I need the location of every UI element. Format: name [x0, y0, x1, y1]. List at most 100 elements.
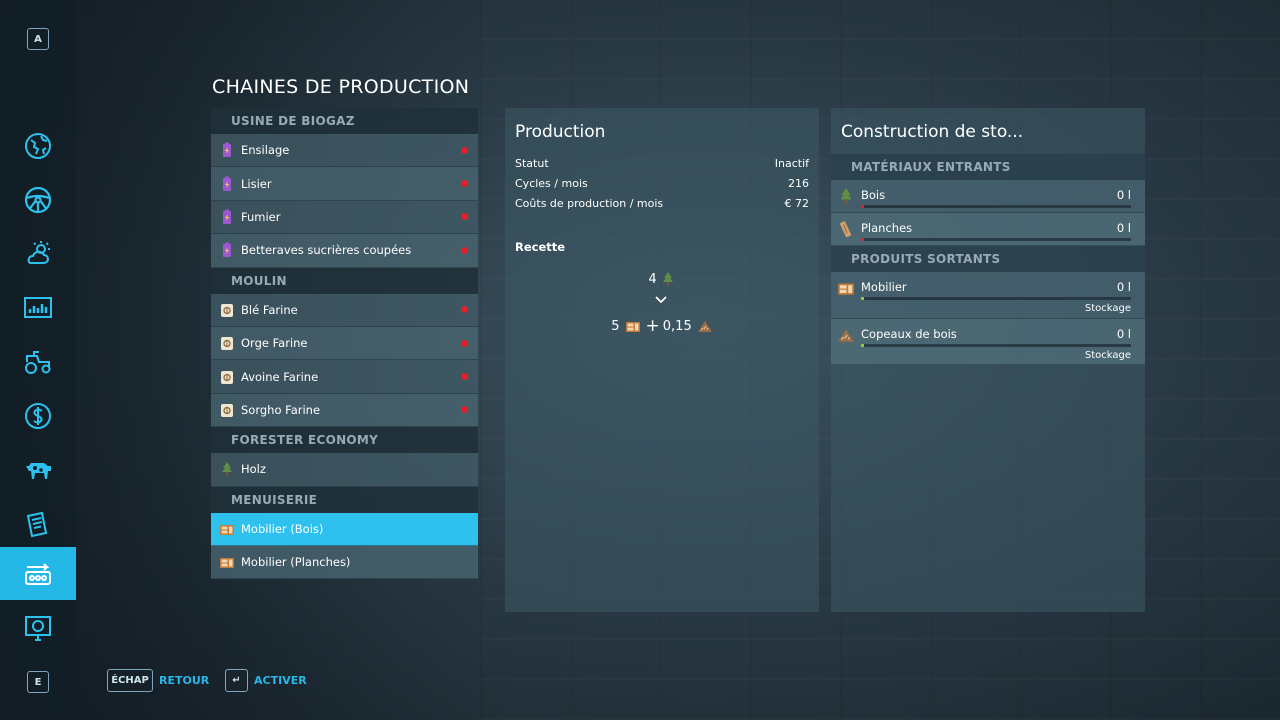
weather-icon	[27, 241, 50, 264]
stat-row-cycles: Cycles / mois 216	[505, 174, 819, 194]
flour-bag-icon	[221, 370, 233, 384]
input-amount: 0 l	[1116, 188, 1131, 202]
escape-key[interactable]: ÉCHAP	[107, 669, 153, 692]
production-title: Production	[515, 122, 606, 142]
inactive-status-dot	[461, 246, 468, 254]
enter-key[interactable]: ↵	[225, 669, 248, 692]
output-name: Mobilier	[861, 280, 907, 294]
fill-level-bar	[861, 205, 1131, 208]
output-mode[interactable]: Stockage	[1084, 303, 1131, 314]
inactive-status-dot	[461, 180, 468, 188]
activate-button[interactable]: ACTIVER	[254, 674, 307, 687]
inputs-header: MATÉRIAUX ENTRANTS	[831, 154, 1145, 180]
recipe-output-amount-chips: 0,15	[662, 318, 692, 334]
fill-level-bar	[861, 238, 1131, 241]
woodchips-icon	[697, 321, 712, 332]
input-item-bois: Bois 0 l	[831, 180, 1145, 213]
tractor-icon	[25, 351, 51, 374]
chain-item-fumier[interactable]: Fumier	[211, 200, 478, 235]
chain-item-label: Sorgho Farine	[241, 402, 321, 417]
group-header-forester: FORESTER ECONOMY	[211, 427, 478, 454]
prev-page-key[interactable]: A	[27, 28, 49, 50]
fill-level-bar	[861, 343, 1131, 347]
chain-item-holz[interactable]: Holz	[211, 453, 478, 487]
nav-finances-button[interactable]	[0, 389, 76, 443]
chain-item-label: Blé Farine	[241, 302, 298, 317]
chain-item-sorgho-farine[interactable]: Sorgho Farine	[211, 393, 478, 428]
fill-level-bar	[861, 297, 1131, 300]
nav-statistics-button[interactable]	[0, 281, 76, 335]
chain-item-ensilage[interactable]: Ensilage	[211, 134, 478, 168]
nav-map-button[interactable]	[0, 119, 76, 173]
stat-label: Coûts de production / mois	[515, 197, 664, 210]
statistics-icon	[24, 297, 52, 318]
nav-vehicles-button[interactable]	[0, 173, 76, 227]
stat-label: Statut	[515, 157, 549, 170]
nav-help-button[interactable]	[0, 600, 76, 654]
nav-garage-button[interactable]	[0, 335, 76, 389]
next-page-key[interactable]: E	[27, 671, 49, 693]
inactive-status-dot	[461, 306, 468, 314]
chain-item-label: Ensilage	[241, 143, 290, 158]
recipe-output: 5 + 0,15	[505, 316, 819, 336]
chain-item-label: Mobilier (Bois)	[241, 521, 324, 536]
fill-level-marker	[861, 238, 864, 241]
energy-battery-icon	[223, 209, 231, 224]
storage-panel: Construction de sto... MATÉRIAUX ENTRANT…	[831, 108, 1145, 612]
chain-item-mobilier-planches[interactable]: Mobilier (Planches)	[211, 545, 478, 580]
recipe-input: 4	[505, 271, 819, 287]
nav-weather-button[interactable]	[0, 227, 76, 281]
chain-item-label: Avoine Farine	[241, 369, 319, 384]
chain-item-label: Lisier	[241, 176, 272, 191]
output-item-mobilier: Mobilier 0 l Stockage	[831, 272, 1145, 319]
finances-icon	[25, 403, 51, 429]
woodchips-icon	[838, 328, 854, 342]
chain-item-ble-farine[interactable]: Blé Farine	[211, 293, 478, 327]
group-header-mill: MOULIN	[211, 267, 478, 294]
production-chain-list: USINE DE BIOGAZ Ensilage Lisier Fumier B…	[211, 108, 478, 580]
chain-item-mobilier-bois[interactable]: Mobilier (Bois)	[211, 512, 478, 546]
chain-item-lisier[interactable]: Lisier	[211, 167, 478, 201]
chain-item-avoine-farine[interactable]: Avoine Farine	[211, 360, 478, 394]
chain-item-betteraves[interactable]: Betteraves sucrières coupées	[211, 234, 478, 268]
chain-item-label: Betteraves sucrières coupées	[241, 243, 412, 258]
chevron-down-icon	[655, 296, 667, 304]
nav-production-button[interactable]	[0, 547, 76, 600]
input-item-planches: Planches 0 l	[831, 213, 1145, 246]
inactive-status-dot	[461, 213, 468, 221]
input-name: Planches	[861, 221, 913, 235]
inactive-status-dot	[461, 373, 468, 381]
chain-item-label: Mobilier (Planches)	[241, 555, 351, 570]
planks-icon	[839, 221, 851, 238]
furniture-icon	[838, 283, 854, 295]
group-header-carpentry: MENUISERIE	[211, 486, 478, 513]
stat-value: Inactif	[774, 157, 809, 170]
output-amount: 0 l	[1116, 280, 1131, 294]
chain-item-label: Orge Farine	[241, 336, 308, 351]
production-chains-icon	[25, 562, 51, 585]
steering-wheel-icon	[24, 186, 52, 214]
tree-icon	[840, 188, 852, 204]
flour-bag-icon	[221, 403, 233, 417]
energy-battery-icon	[223, 142, 231, 158]
recipe-label: Recette	[515, 240, 566, 254]
recipe-output-amount-furniture: 5	[611, 318, 620, 334]
nav-contracts-button[interactable]	[0, 497, 76, 551]
recipe-input-amount: 4	[648, 271, 657, 287]
back-button[interactable]: RETOUR	[159, 674, 210, 687]
fill-level-marker	[861, 297, 864, 300]
furniture-icon	[220, 558, 234, 569]
sidebar: A	[0, 0, 76, 720]
contracts-icon	[26, 511, 48, 538]
stat-value: 216	[788, 177, 809, 190]
output-mode[interactable]: Stockage	[1084, 349, 1131, 361]
production-panel: Production Statut Inactif Cycles / mois …	[505, 108, 819, 612]
chain-item-label: Fumier	[241, 209, 281, 224]
input-amount: 0 l	[1116, 221, 1131, 235]
nav-animals-button[interactable]	[0, 443, 76, 497]
furniture-icon	[625, 322, 640, 332]
group-header-biogas: USINE DE BIOGAZ	[211, 108, 478, 134]
fill-level-marker	[861, 343, 864, 347]
input-name: Bois	[861, 188, 886, 202]
chain-item-orge-farine[interactable]: Orge Farine	[211, 326, 478, 361]
